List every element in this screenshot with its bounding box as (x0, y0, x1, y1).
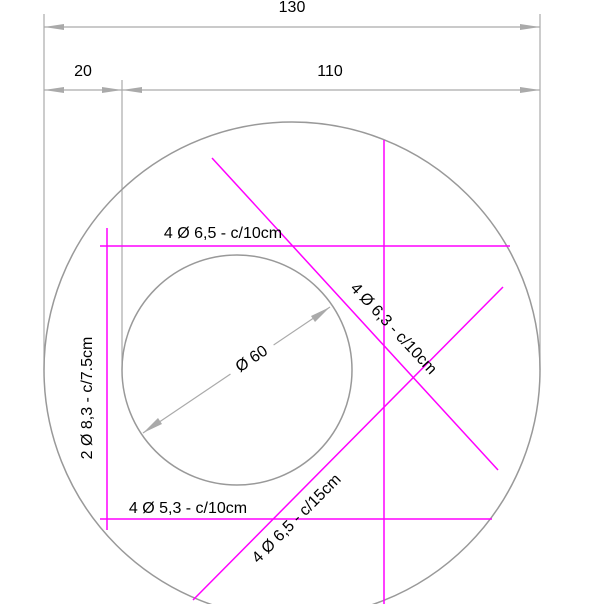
rebar (192, 286, 504, 601)
outer-circle (43, 121, 541, 604)
arrow (44, 24, 64, 30)
rebar-label: 2 Ø 8,3 - c/7.5cm (79, 337, 96, 460)
arrow (520, 87, 540, 93)
arrow (122, 87, 142, 93)
arrow (143, 418, 162, 433)
label-bg (222, 332, 280, 384)
dimension-label: 130 (279, 0, 306, 16)
arrow (311, 307, 330, 322)
rebar-label: 4 Ø 5,3 - c/10cm (129, 500, 247, 517)
dimension-label: 20 (74, 63, 92, 80)
arrow (520, 24, 540, 30)
arrow (44, 87, 64, 93)
rebar-label: 4 Ø 6,5 - c/10cm (164, 225, 282, 242)
dimension-label: 110 (317, 63, 343, 80)
rebar-label: 4 Ø 6,3 - c/10cm (347, 280, 440, 378)
inner-circle (121, 254, 353, 486)
arrow (102, 87, 122, 93)
rebar (211, 157, 499, 471)
